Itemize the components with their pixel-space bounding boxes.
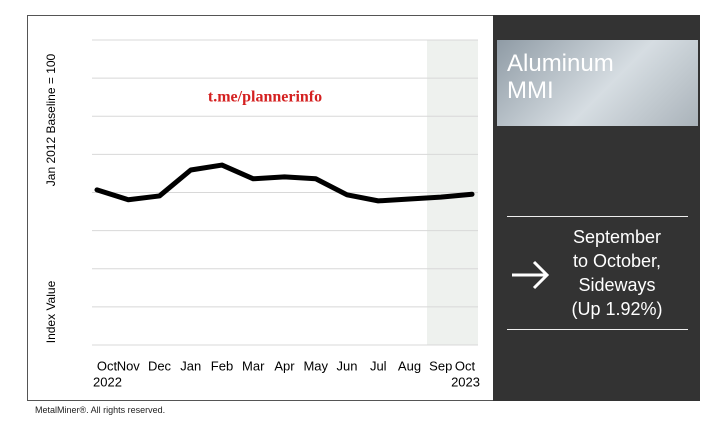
x-tick-label: Jan xyxy=(180,358,201,373)
footer: MetalMiner®. All rights reserved. xyxy=(35,405,166,415)
annotation: t.me/plannerinfo xyxy=(208,89,322,106)
x-tick-label: Oct xyxy=(455,358,476,373)
data-line xyxy=(94,162,475,204)
x-year-label: 2022 xyxy=(93,374,122,389)
x-tick-label: Aug xyxy=(398,358,421,373)
x-tick-label: Dec xyxy=(148,358,172,373)
panel-title: Aluminum MMI xyxy=(507,50,614,104)
y-axis-label: Index Value xyxy=(44,280,58,343)
x-tick-label: Apr xyxy=(274,358,295,373)
x-year-label: 2023 xyxy=(451,374,480,389)
x-tick-label: Feb xyxy=(211,358,233,373)
x-tick-label: Oct xyxy=(97,358,118,373)
x-tick-label: Sep xyxy=(429,358,452,373)
arrow-icon xyxy=(512,260,550,290)
x-tick-label: Nov xyxy=(117,358,141,373)
x-tick-label: Jul xyxy=(370,358,387,373)
x-tick-label: Mar xyxy=(242,358,265,373)
panel-text: September to October, Sideways (Up 1.92%… xyxy=(571,227,663,319)
y-axis-label: Jan 2012 Baseline = 100 xyxy=(44,53,58,186)
panel-title-box: Aluminum MMI xyxy=(497,40,698,126)
x-tick-label: Jun xyxy=(337,358,358,373)
x-tick-label: May xyxy=(303,358,328,373)
